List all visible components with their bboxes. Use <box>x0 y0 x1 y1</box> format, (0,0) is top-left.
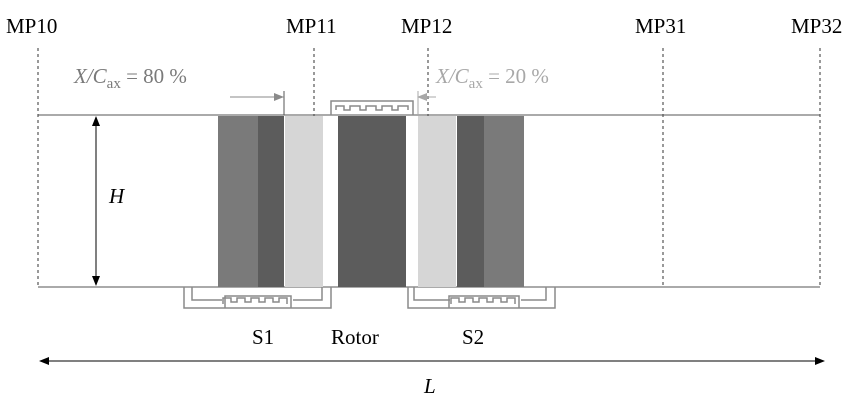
s1-hub-seal <box>183 287 332 309</box>
s2-hub-seal <box>407 287 556 309</box>
s2-blade-row-leading <box>418 116 456 287</box>
s2-blade-row-inner <box>457 116 484 287</box>
length-label: L <box>423 374 436 398</box>
s2-blade-row-outer <box>484 116 524 287</box>
left-ratio-label: X/Cax = 80 % <box>73 64 187 92</box>
rotor-blade-row <box>338 116 406 287</box>
s1-blade-row-trailing <box>285 116 323 287</box>
mp31-label: MP31 <box>635 14 686 38</box>
mp10-label: MP10 <box>6 14 57 38</box>
mp32-label: MP32 <box>791 14 842 38</box>
mp12-label: MP12 <box>401 14 452 38</box>
s1-label: S1 <box>252 325 274 349</box>
s2-label: S2 <box>462 325 484 349</box>
s1-blade-row-outer <box>218 116 258 287</box>
rotor-tip-seal <box>330 100 414 115</box>
rotor-label: Rotor <box>331 325 379 349</box>
right-ratio-label: X/Cax = 20 % <box>435 64 549 92</box>
height-label: H <box>108 184 126 208</box>
mp11-label: MP11 <box>286 14 337 38</box>
s1-blade-row-inner <box>258 116 284 287</box>
